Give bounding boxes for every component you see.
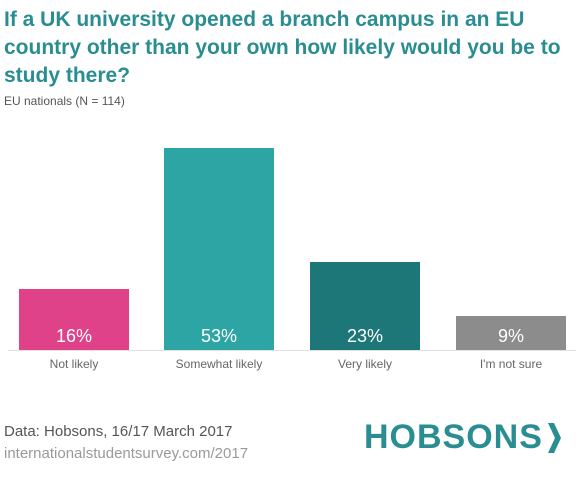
- category-label: Somewhat likely: [176, 357, 263, 371]
- chevron-right-icon: [547, 422, 561, 453]
- category-label: Not likely: [50, 357, 99, 371]
- logo-text: HOBSONS: [364, 418, 543, 456]
- bar-value-label: 23%: [347, 326, 383, 346]
- bar-value-label: 9%: [498, 326, 524, 346]
- bar-value-label: 53%: [201, 326, 237, 346]
- category-label: Very likely: [338, 357, 392, 371]
- bar-value-label: 16%: [56, 326, 92, 346]
- data-source: Data: Hobsons, 16/17 March 2017: [4, 423, 233, 440]
- website-link[interactable]: internationalstudentsurvey.com/2017: [4, 445, 249, 462]
- bar-3: [456, 316, 566, 350]
- bar-chart: 16% Not likely 53% Somewhat likely 23% Very l…: [8, 148, 576, 371]
- bar-2: [310, 262, 420, 350]
- hobsons-logo: HOBSONS: [364, 418, 562, 457]
- chart-subtitle: EU nationals (N = 114): [4, 94, 125, 108]
- bar-1: [164, 148, 274, 350]
- bar-0: [19, 289, 129, 350]
- category-label: I'm not sure: [480, 357, 543, 371]
- chart-title: If a UK university opened a branch campu…: [4, 8, 561, 87]
